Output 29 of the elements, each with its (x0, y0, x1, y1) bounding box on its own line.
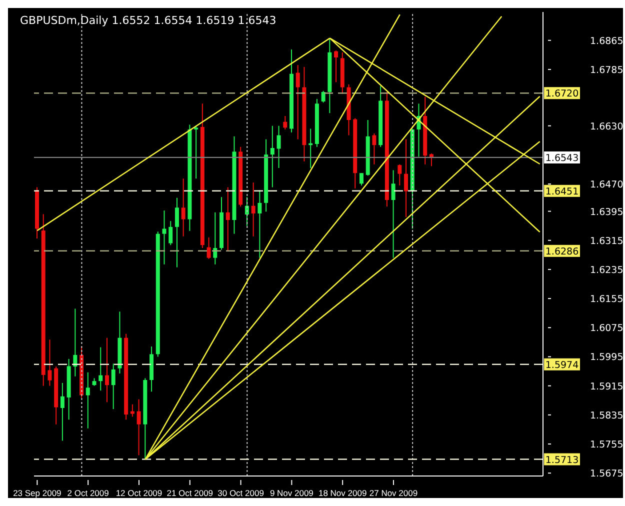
y-tick-label: 1.6235 (590, 264, 624, 276)
ref-line-label: 1.5713 (545, 454, 579, 466)
y-tick-label: 1.6470 (590, 180, 624, 190)
x-tick-label: 12 Oct 2009 (116, 488, 162, 498)
x-tick-label: 21 Oct 2009 (166, 488, 214, 498)
y-tick-label: 1.6630 (590, 121, 624, 132)
ref-line-label: 1.6720 (545, 88, 579, 100)
y-tick-label: 1.5995 (590, 352, 624, 364)
chart-title: GBPUSDm,Daily 1.6552 1.6554 1.6519 1.6543 (20, 14, 276, 27)
x-tick-label: 23 Sep 2009 (13, 488, 62, 498)
ref-line-label: 1.6543 (545, 152, 579, 164)
y-tick-label: 1.5835 (590, 410, 624, 422)
y-tick-label: 1.5675 (590, 468, 624, 480)
x-tick-label: 27 Nov 2009 (369, 488, 418, 498)
x-tick-label: 18 Nov 2009 (318, 488, 367, 498)
ref-line-label: 1.6451 (545, 186, 579, 198)
y-tick-label: 1.5755 (590, 440, 624, 450)
ref-line-label: 1.6286 (545, 246, 579, 258)
y-tick-label: 1.6155 (590, 294, 624, 306)
y-tick-label: 1.6075 (590, 323, 624, 334)
y-tick-label: 1.6315 (590, 236, 624, 247)
x-tick-label: 9 Nov 2009 (270, 488, 314, 498)
ref-line-label: 1.5974 (545, 360, 579, 371)
x-tick-label: 2 Oct 2009 (67, 488, 110, 498)
y-tick-label: 1.6395 (590, 206, 624, 218)
y-tick-label: 1.5915 (590, 381, 624, 392)
x-tick-label: 30 Oct 2009 (218, 488, 264, 498)
y-tick-label: 1.6865 (590, 36, 624, 47)
y-tick-label: 1.6785 (590, 64, 624, 76)
